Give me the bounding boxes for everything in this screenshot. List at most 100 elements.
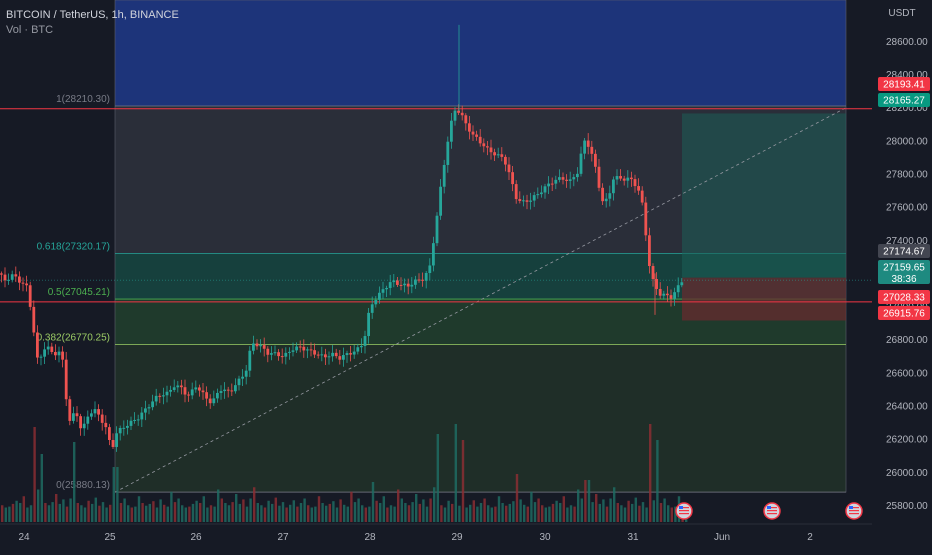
volume-bar	[274, 497, 277, 522]
candle-body	[640, 190, 644, 203]
candle-body	[327, 356, 331, 358]
candle-body	[82, 423, 86, 429]
candle-body	[489, 147, 493, 153]
price-tag-entry	[878, 244, 930, 258]
volume-bar	[505, 505, 508, 522]
candle-body	[151, 401, 154, 408]
volume-indicator-label[interactable]: Vol · BTC	[6, 24, 54, 36]
candle-body	[39, 356, 43, 358]
volume-bar	[418, 503, 421, 522]
candle-body	[345, 353, 349, 356]
volume-bar	[559, 503, 562, 522]
volume-bar	[641, 502, 645, 522]
volume-bar	[148, 503, 151, 522]
candle-body	[648, 235, 651, 267]
candle-body	[374, 299, 378, 305]
volume-bar	[350, 491, 353, 522]
fib-zone-0382-0	[115, 344, 846, 493]
candle-body	[284, 352, 288, 357]
time-tick-label: 26	[190, 532, 202, 543]
volume-bar	[487, 505, 490, 522]
volume-bar	[40, 454, 43, 522]
volume-bar	[11, 503, 15, 522]
volume-bar	[584, 480, 587, 522]
candle-body	[468, 123, 471, 132]
volume-bar	[1, 505, 4, 522]
candle-body	[259, 345, 262, 347]
candle-body	[93, 409, 97, 414]
price-tag-target	[878, 93, 930, 107]
candle-body	[72, 413, 75, 421]
volume-bar	[325, 505, 328, 522]
candle-body	[122, 427, 126, 429]
volume-bar	[602, 499, 605, 522]
candle-body	[392, 280, 396, 283]
candle-body	[244, 370, 248, 377]
volume-bar	[483, 498, 486, 522]
volume-bar	[638, 505, 641, 522]
candle-body	[10, 274, 14, 280]
candle-body	[601, 187, 604, 202]
volume-bar	[127, 505, 130, 522]
volume-bar	[404, 503, 407, 522]
volume-bar	[501, 503, 504, 522]
candle-body	[201, 390, 205, 393]
candle-body	[61, 351, 64, 360]
volume-bar	[346, 506, 349, 522]
volume-bar	[58, 503, 61, 522]
volume-bar	[22, 496, 25, 522]
price-tag-label: 27159.65	[883, 263, 925, 274]
volume-bar	[296, 506, 299, 522]
candle-body	[18, 276, 21, 283]
price-tick-label: 26800.00	[886, 335, 928, 346]
candle-body	[529, 200, 532, 202]
volume-bar	[231, 502, 234, 522]
candle-body	[241, 376, 244, 379]
volume-bar	[451, 503, 454, 522]
candle-body	[406, 283, 410, 287]
candle-body	[136, 419, 140, 421]
candle-body	[673, 292, 676, 299]
symbol-title[interactable]: BITCOIN / TetherUS, 1h, BINANCE	[6, 9, 179, 21]
volume-bar	[400, 498, 403, 522]
candle-body	[594, 153, 597, 167]
chart-legend: BITCOIN / TetherUS, 1h, BINANCE Vol · BT…	[6, 8, 179, 38]
candle-body	[421, 279, 424, 281]
candle-body	[414, 279, 417, 285]
candle-body	[320, 354, 324, 356]
candle-body	[435, 215, 439, 244]
candle-body	[388, 282, 392, 288]
volume-bar	[281, 502, 285, 522]
candle-body	[475, 134, 478, 137]
price-tick-label: 28000.00	[886, 136, 928, 147]
candle-body	[28, 285, 32, 307]
volume-bar	[379, 503, 382, 522]
candle-body	[630, 177, 633, 180]
volume-bar	[436, 434, 439, 522]
candle-body	[579, 153, 583, 174]
volume-bar	[472, 500, 475, 522]
volume-bar	[533, 502, 537, 522]
volume-bar	[292, 500, 295, 522]
volume-bar	[605, 506, 609, 522]
volume-bar	[199, 503, 202, 522]
volume-bar	[335, 507, 339, 522]
volume-bar	[674, 506, 677, 522]
candle-body	[3, 274, 7, 281]
volume-bar	[656, 440, 659, 522]
candle-body	[626, 177, 630, 181]
candle-body	[32, 306, 36, 333]
volume-bar	[555, 500, 558, 522]
volume-bar	[479, 503, 483, 522]
candle-body	[298, 346, 302, 348]
candle-body	[208, 398, 212, 404]
candle-body	[306, 349, 309, 351]
volume-bar	[659, 503, 663, 522]
volume-bar	[112, 467, 115, 522]
candle-body	[547, 183, 550, 187]
position-loss-zone	[682, 277, 846, 321]
volume-bar	[368, 506, 371, 522]
time-tick-label: 27	[277, 532, 289, 543]
